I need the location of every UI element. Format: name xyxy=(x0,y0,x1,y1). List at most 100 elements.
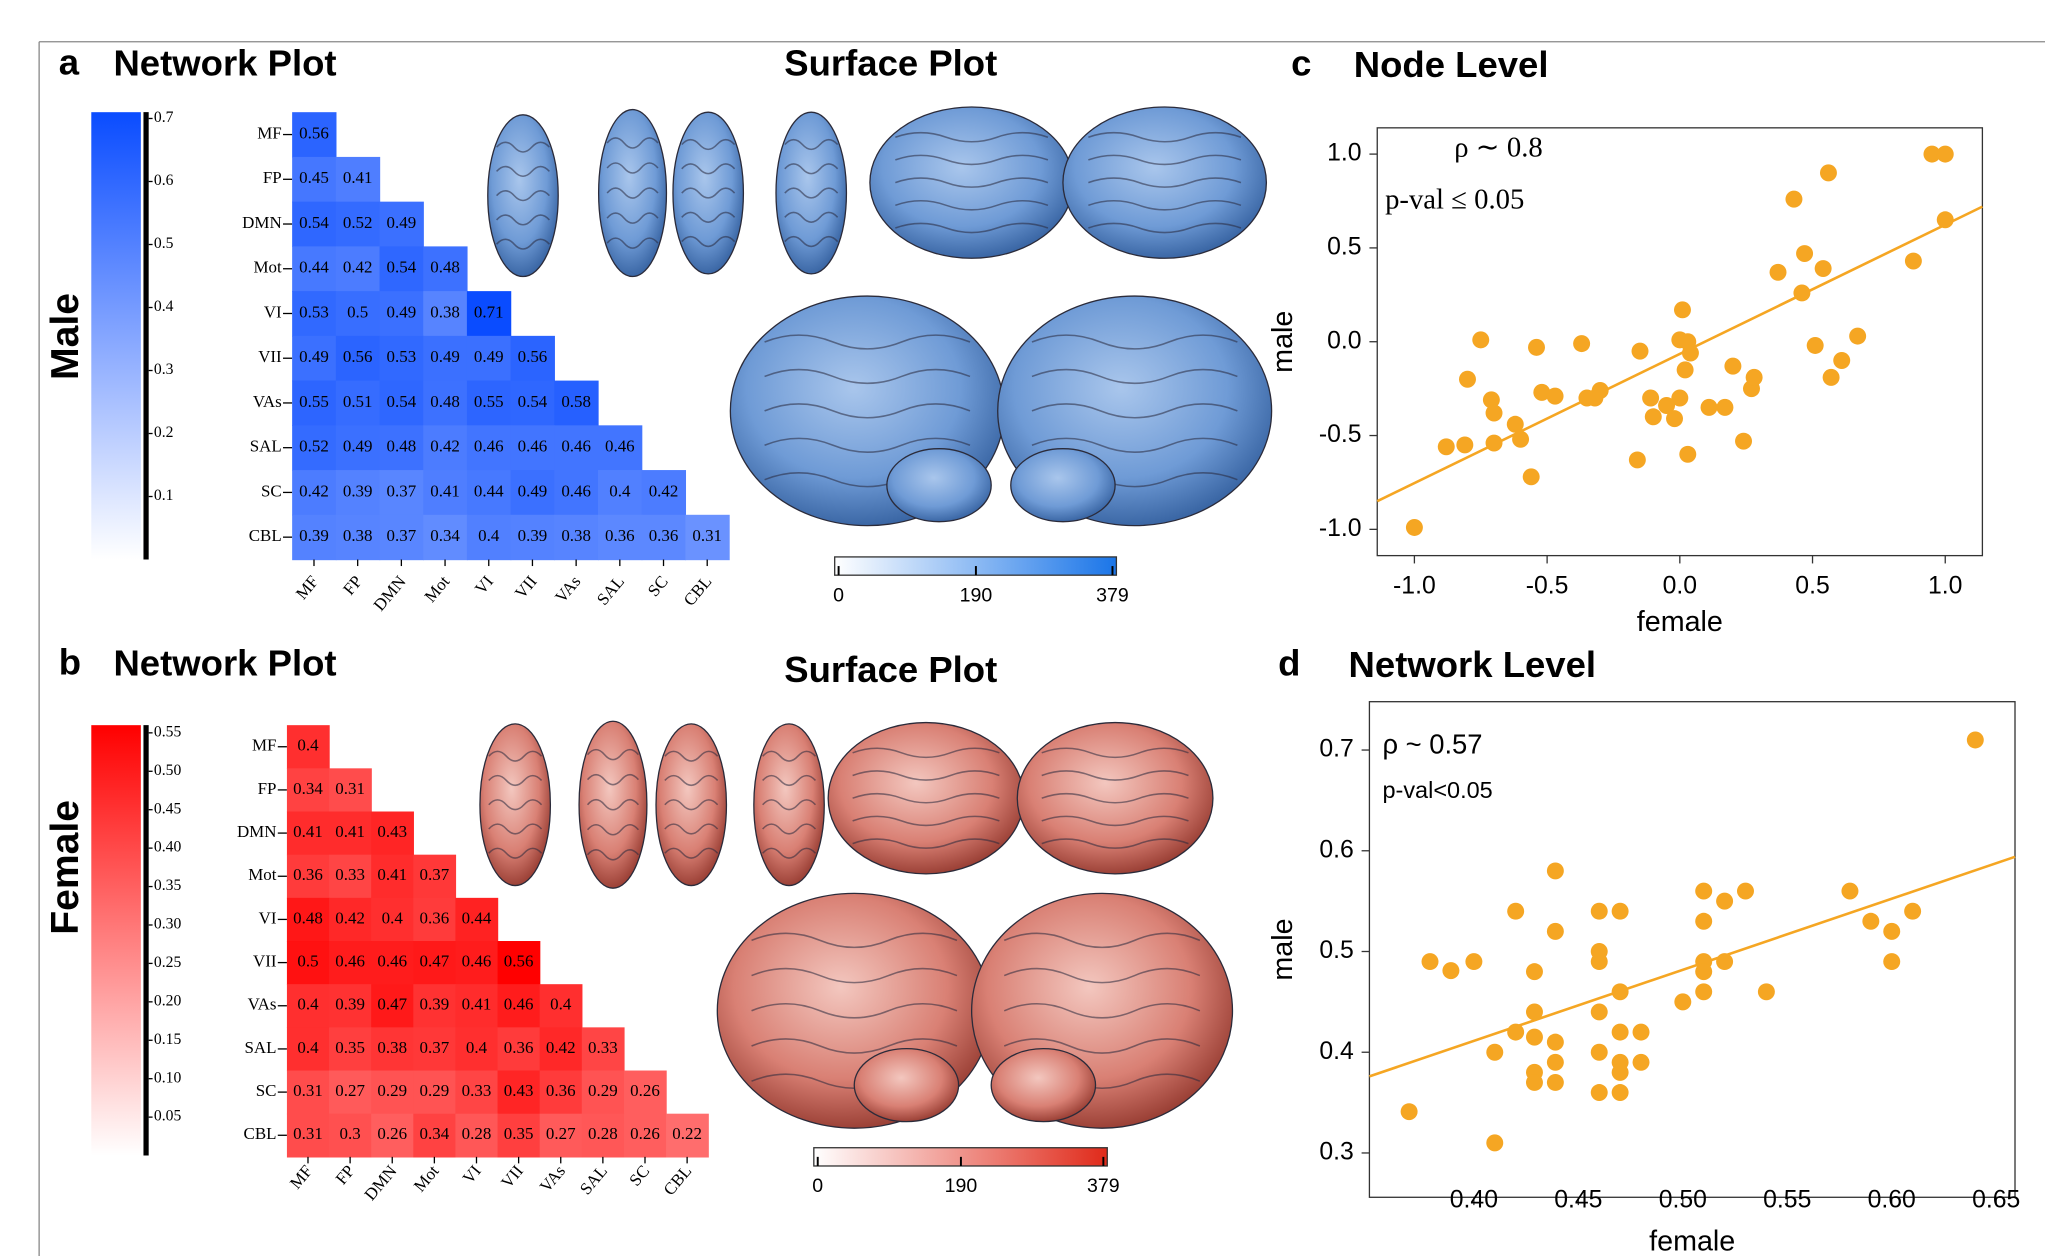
heatmap-cell xyxy=(371,984,414,1029)
heatmap-cell xyxy=(466,335,512,382)
heatmap-cell xyxy=(379,514,424,561)
cell-label: 0.28 xyxy=(462,1124,492,1143)
cell-label: 0.54 xyxy=(387,392,417,411)
scatter-point xyxy=(1611,1063,1629,1081)
scatter-point xyxy=(1695,963,1713,981)
heatmap-cell xyxy=(666,1113,709,1158)
scatter-point xyxy=(1525,1028,1543,1046)
cell-label: 0.36 xyxy=(605,526,635,545)
heatmap-cell xyxy=(292,112,337,158)
brain-sulcus xyxy=(495,214,550,226)
cell-label: 0.35 xyxy=(335,1038,365,1057)
brain-surface xyxy=(827,721,1025,875)
x-tick-label: 1.0 xyxy=(1928,572,1962,599)
scatter-point xyxy=(1442,962,1460,980)
heatmap-cell xyxy=(466,470,512,516)
brain-sulcus xyxy=(586,748,640,761)
heatmap-cell xyxy=(286,1070,330,1115)
brain-sulcus xyxy=(1041,747,1189,759)
cell-label: 0.38 xyxy=(561,526,591,545)
cerebellum xyxy=(1010,448,1116,523)
row-label: VAs xyxy=(248,995,277,1014)
cell-label: 0.49 xyxy=(430,347,460,366)
group-label: Male xyxy=(44,293,87,380)
cell-label: 0.47 xyxy=(377,995,407,1014)
cell-label: 0.34 xyxy=(420,1124,450,1143)
brain-sulcus xyxy=(681,235,736,248)
scatter-point xyxy=(1676,361,1694,379)
brain-sulcus xyxy=(1003,1038,1201,1054)
brain-sulcus xyxy=(488,823,543,835)
colorbar-tick-label: 0.1 xyxy=(154,487,174,504)
heatmap-cell xyxy=(335,380,381,426)
brain-sulcus xyxy=(784,138,839,151)
cell-label: 0.56 xyxy=(504,951,534,970)
heatmap-cell xyxy=(423,425,468,471)
y-tick-label: 0.0 xyxy=(1327,327,1361,354)
cell-label: 0.42 xyxy=(343,258,373,277)
scatter-point xyxy=(1590,1003,1608,1021)
heatmap-cell xyxy=(413,941,457,985)
panel-title: Node Level xyxy=(1354,44,1549,85)
heatmap-cell xyxy=(335,335,381,382)
cell-label: 0.43 xyxy=(504,1081,534,1100)
heatmap-cell xyxy=(413,854,457,899)
heatmap-cell xyxy=(329,1070,372,1115)
heatmap-cell xyxy=(371,854,414,899)
x-axis-label: female xyxy=(1649,1226,1735,1256)
brain-sulcus xyxy=(495,190,550,202)
heatmap-cell xyxy=(379,246,424,292)
panel-title: Network Level xyxy=(1349,644,1596,685)
cell-label: 0.31 xyxy=(293,1124,323,1143)
scatter-point xyxy=(1671,389,1689,407)
brain-surface xyxy=(775,111,848,275)
y-tick-label: 0.7 xyxy=(1319,736,1353,763)
brain-sulcus xyxy=(495,238,550,250)
cell-label: 0.27 xyxy=(335,1081,365,1100)
scatter-point xyxy=(1465,953,1483,971)
colorbar-tick-label: 0.20 xyxy=(154,992,182,1009)
scatter-point xyxy=(1628,451,1646,469)
scatter-point xyxy=(1590,953,1608,971)
heatmap-cell xyxy=(379,335,424,382)
heatmap-cell xyxy=(329,984,372,1029)
colorbar-tick-label: 0.05 xyxy=(154,1108,182,1125)
heatmap-cell xyxy=(292,291,337,337)
brain-sulcus xyxy=(1041,815,1189,827)
cell-label: 0.46 xyxy=(462,951,492,970)
heatmap-cell xyxy=(597,425,643,471)
scatter-point xyxy=(1546,387,1564,405)
cell-label: 0.49 xyxy=(299,347,329,366)
heatmap-cell xyxy=(510,470,555,516)
colorbar-tick-label: 0.30 xyxy=(154,916,182,933)
brain-sulcus xyxy=(895,177,1049,188)
cell-label: 0.41 xyxy=(462,995,492,1014)
heatmap-cell xyxy=(371,1113,414,1158)
cell-label: 0.27 xyxy=(546,1124,576,1143)
heatmap-cell xyxy=(581,1070,625,1115)
scatter-point xyxy=(1745,368,1763,386)
cell-label: 0.34 xyxy=(293,779,323,798)
scatter-point xyxy=(1528,338,1545,356)
colorbar-tick-label: 0.25 xyxy=(154,954,182,971)
heatmap-cell xyxy=(455,1113,499,1158)
cell-label: 0.4 xyxy=(466,1038,488,1057)
scatter-point xyxy=(1590,1084,1608,1102)
cell-label: 0.47 xyxy=(420,951,450,970)
brain-sulcus xyxy=(751,1038,958,1054)
scatter-point xyxy=(1485,404,1503,422)
row-label: VII xyxy=(258,347,282,366)
brain-sulcus xyxy=(586,773,640,786)
row-label: Mot xyxy=(253,258,282,277)
scatter-point xyxy=(1611,902,1629,920)
cell-label: 0.39 xyxy=(335,995,365,1014)
brain-sulcus xyxy=(1003,932,1201,949)
brain-sulcus xyxy=(784,163,839,175)
scatter-point xyxy=(1674,993,1692,1011)
scatter-point xyxy=(1546,1033,1564,1051)
cerebellum xyxy=(886,448,992,523)
brain-sulcus xyxy=(762,847,817,859)
row-label: SAL xyxy=(244,1038,276,1057)
heatmap-cell xyxy=(329,941,372,985)
scatter-point xyxy=(1822,368,1840,386)
